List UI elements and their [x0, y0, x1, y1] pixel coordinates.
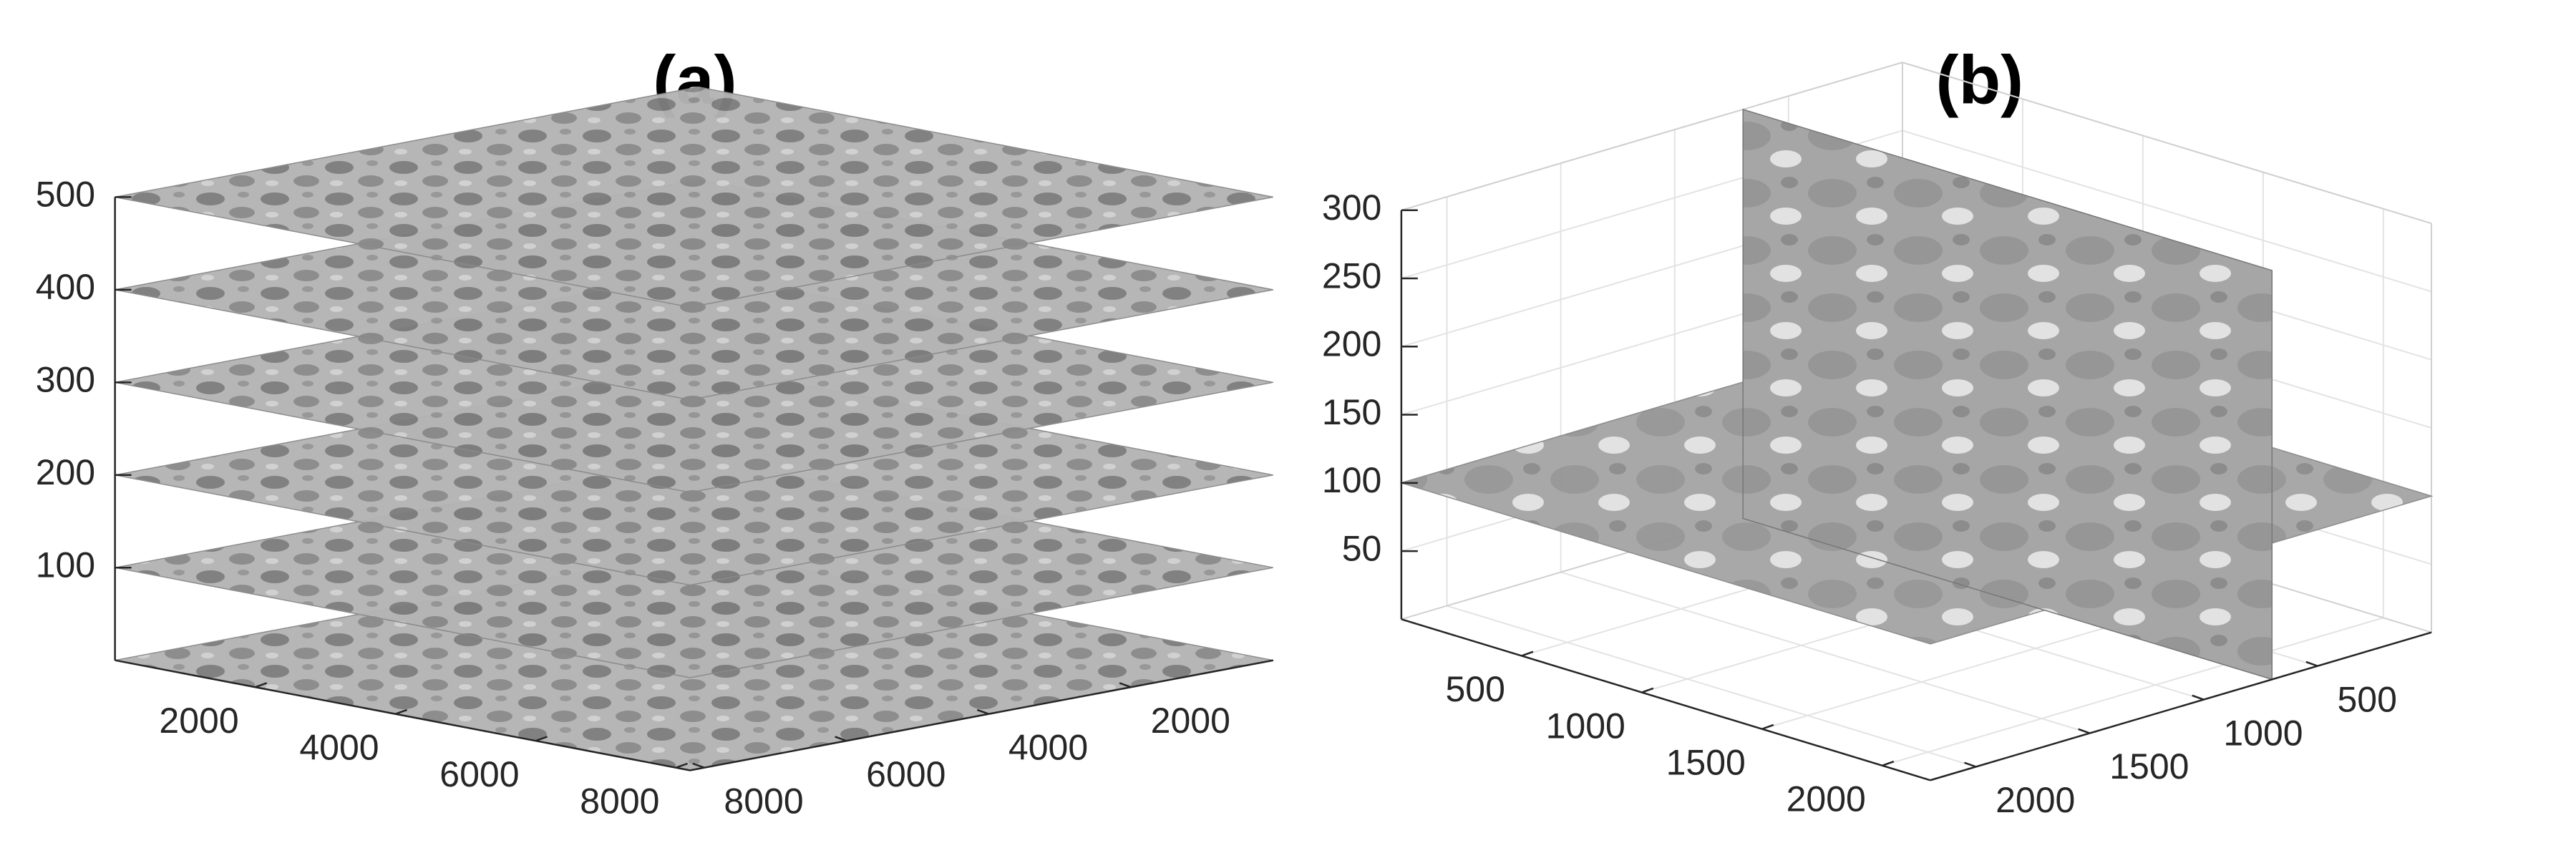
y-axis	[1930, 631, 2432, 781]
box-edge	[1401, 62, 2432, 225]
z-tick-label: 200	[1322, 324, 1381, 364]
x-tick	[676, 762, 688, 769]
y-tick	[1119, 682, 1132, 688]
x-tick-label: 2000	[1787, 779, 1866, 819]
x-tick	[1641, 687, 1654, 693]
grid-line	[1902, 130, 2432, 293]
y-tick-label: 2000	[1996, 780, 2075, 820]
x-axis	[1401, 618, 1931, 781]
image-slice	[115, 86, 1273, 308]
y-tick	[692, 762, 705, 769]
x-tick	[1882, 760, 1895, 766]
image-slice	[1742, 108, 2273, 681]
y-axis	[689, 659, 1274, 771]
y-tick-label: 8000	[724, 781, 803, 821]
x-tick	[1761, 723, 1774, 730]
z-tick-label: 150	[1322, 392, 1381, 432]
grid-line	[1447, 605, 1976, 768]
z-tick-label: 250	[1322, 255, 1381, 296]
x-tick	[255, 682, 268, 688]
x-tick-label: 2000	[159, 701, 238, 741]
x-tick	[535, 736, 548, 742]
y-tick	[2192, 694, 2205, 701]
x-tick	[395, 708, 408, 715]
z-tick-label: 200	[36, 452, 95, 492]
x-tick-label: 500	[1445, 669, 1505, 709]
y-tick-label: 6000	[866, 754, 946, 794]
z-tick-label: 50	[1342, 528, 1382, 568]
grid-line	[1882, 617, 2384, 766]
panel-title: (b)	[1936, 42, 2024, 119]
y-tick-label: 1500	[2109, 746, 2189, 786]
y-tick-label: 500	[2337, 679, 2396, 719]
x-tick-label: 8000	[580, 781, 659, 821]
z-tick-label: 400	[36, 267, 95, 307]
grid-line	[1560, 571, 2090, 734]
z-tick-label: 100	[36, 545, 95, 585]
y-tick	[976, 708, 989, 715]
x-axis	[115, 659, 691, 771]
y-tick	[2078, 728, 2091, 734]
x-tick-label: 1500	[1666, 742, 1746, 782]
z-tick-label: 300	[36, 360, 95, 400]
z-tick-label: 300	[1322, 187, 1381, 228]
y-tick	[2305, 661, 2318, 667]
y-tick	[835, 736, 847, 742]
x-tick-label: 1000	[1546, 706, 1625, 746]
y-tick-label: 4000	[1008, 727, 1088, 767]
z-tick-label: 100	[1322, 460, 1381, 500]
y-tick-label: 1000	[2223, 713, 2303, 753]
y-tick-label: 2000	[1151, 701, 1230, 741]
y-tick	[1964, 761, 1977, 768]
z-tick-label: 500	[36, 175, 95, 215]
x-tick	[1521, 650, 1534, 657]
x-tick-label: 4000	[299, 727, 379, 767]
x-tick-label: 6000	[439, 754, 519, 794]
